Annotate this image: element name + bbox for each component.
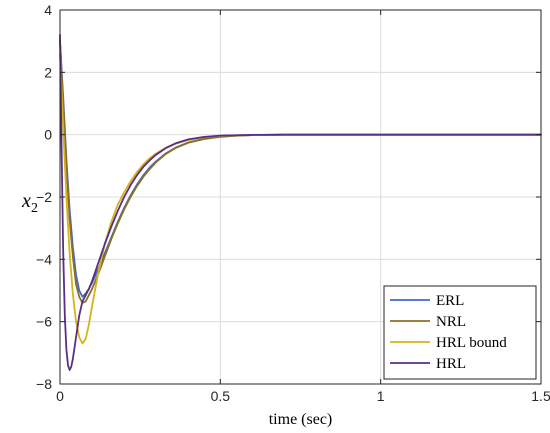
y-tick-label: −6 bbox=[36, 314, 52, 330]
legend-label-erl: ERL bbox=[436, 293, 464, 309]
x-tick-labels: 0 0.5 1 1.5 bbox=[56, 388, 550, 404]
legend-label-hrl: HRL bbox=[436, 356, 466, 372]
y-tick-label: 2 bbox=[44, 64, 52, 80]
y-tick-label: 4 bbox=[44, 2, 52, 18]
x-axis-title: time (sec) bbox=[269, 411, 333, 428]
series-lines bbox=[59, 34, 542, 371]
legend-label-hrl-bound: HRL bound bbox=[436, 335, 507, 351]
series-line-hrl bbox=[59, 34, 542, 371]
y-tick-label: −8 bbox=[36, 376, 52, 392]
y-tick-label: −2 bbox=[36, 189, 52, 205]
ticks bbox=[59, 9, 542, 385]
legend: ERL NRL HRL bound HRL bbox=[383, 285, 537, 380]
legend-items: ERL NRL HRL bound HRL bbox=[390, 293, 507, 372]
legend-label-nrl: NRL bbox=[436, 314, 466, 330]
x-tick-label: 1.5 bbox=[531, 388, 550, 404]
x-tick-label: 0 bbox=[56, 388, 64, 404]
y-tick-label: −4 bbox=[36, 251, 52, 267]
y-axis-title-main: x bbox=[21, 190, 31, 212]
y-axis-title: x2 bbox=[21, 190, 38, 216]
x-tick-label: 1 bbox=[377, 388, 385, 404]
y-tick-labels: 4 2 0 −2 −4 −6 −8 bbox=[36, 2, 52, 392]
y-tick-label: 0 bbox=[44, 127, 52, 143]
y-axis-title-subscript: 2 bbox=[31, 201, 38, 216]
x-tick-label: 0.5 bbox=[211, 388, 231, 404]
